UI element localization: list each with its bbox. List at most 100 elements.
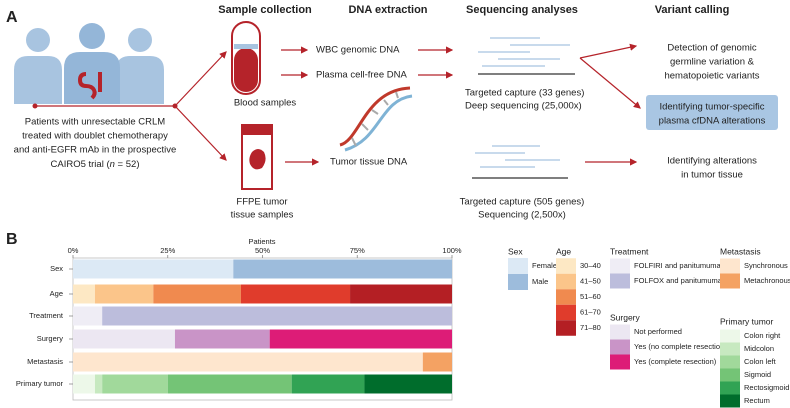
- legend-swatch: [720, 368, 740, 382]
- legend-swatch: [720, 342, 740, 356]
- bar-segment: [73, 259, 234, 279]
- bar-segment: [240, 284, 351, 304]
- dot: [32, 103, 38, 109]
- legend-title: Sex: [508, 246, 523, 256]
- label: WBC genomic DNA: [316, 45, 400, 56]
- x-tick-label: 0%: [68, 246, 79, 255]
- bar-segment: [167, 374, 292, 394]
- x-tick-label: 25%: [160, 246, 175, 255]
- legend-swatch: [720, 258, 740, 274]
- legend-label: Colon right: [744, 331, 781, 340]
- legend-swatch: [720, 273, 740, 289]
- label: Sequencing (2,500x): [478, 210, 566, 221]
- patients-text: treated with doublet chemotherapy: [22, 131, 168, 142]
- bar-segment: [174, 329, 270, 349]
- patients-text: Patients with unresectable CRLM: [25, 117, 166, 128]
- legend-swatch: [720, 329, 740, 343]
- row-label: Age: [50, 289, 63, 298]
- label: tissue samples: [231, 210, 294, 221]
- legend-label: Midcolon: [744, 344, 774, 353]
- bar-segment: [73, 352, 423, 372]
- legend-label: 41–50: [580, 276, 601, 285]
- legend-title: Treatment: [610, 246, 649, 256]
- x-tick-label: 75%: [350, 246, 365, 255]
- x-tick-label: 50%: [255, 246, 270, 255]
- bar-segment: [102, 306, 453, 326]
- legend-label: Male: [532, 277, 548, 286]
- legend-swatch: [508, 274, 528, 290]
- text-part: = 52): [115, 159, 140, 170]
- legend-swatch: [508, 258, 528, 274]
- patients-icon: [14, 23, 164, 104]
- legend-title: Metastasis: [720, 246, 761, 256]
- bar-segment: [422, 352, 452, 372]
- header: Sequencing analyses: [466, 4, 578, 16]
- legend-label: FOLFOX and panitumumab: [634, 276, 726, 285]
- legend-swatch: [610, 258, 630, 274]
- label: Identifying alterations: [667, 156, 757, 167]
- bar-segment: [350, 284, 452, 304]
- legend-swatch: [610, 339, 630, 355]
- highlight-box: [646, 95, 778, 130]
- legend-label: 71–80: [580, 323, 601, 332]
- legend-swatch: [610, 324, 630, 340]
- text-part: n: [110, 159, 115, 170]
- arrow: [174, 105, 227, 161]
- x-tick-label: 100%: [442, 246, 462, 255]
- arrow: [174, 51, 227, 107]
- header: Variant calling: [655, 4, 730, 16]
- legend-label: Female: [532, 261, 557, 270]
- row-label: Treatment: [29, 311, 64, 320]
- legend-swatch: [556, 258, 576, 274]
- legend-label: Synchronous: [744, 261, 788, 270]
- legend-label: 30–40: [580, 261, 601, 270]
- legend-label: Rectosigmoid: [744, 383, 789, 392]
- label: hematopoietic variants: [664, 71, 759, 82]
- bar-segment: [73, 284, 95, 304]
- arrow: [579, 57, 641, 109]
- legend-label: Yes (no complete resection): [634, 342, 727, 351]
- row-label: Primary tumor: [16, 379, 64, 388]
- label: Targeted capture (33 genes): [465, 88, 584, 99]
- legend-title: Surgery: [610, 312, 641, 322]
- text-part: CAIRO5 trial (: [51, 159, 111, 170]
- axis-title: Patients: [248, 237, 275, 246]
- panel-a: A Sample collection DNA extraction Seque…: [6, 4, 778, 221]
- legend-label: Yes (complete resection): [634, 357, 717, 366]
- bar-segment: [291, 374, 365, 394]
- legend-swatch: [610, 354, 630, 370]
- legend-swatch: [556, 304, 576, 321]
- legend-swatch: [556, 289, 576, 305]
- legend-swatch: [610, 273, 630, 289]
- label: plasma cfDNA alterations: [659, 116, 766, 127]
- legend-swatch: [720, 381, 740, 395]
- legend-label: 61–70: [580, 307, 601, 316]
- label: Identifying tumor-specific: [659, 102, 764, 113]
- ffpe-icon: [241, 124, 273, 190]
- legend-swatch: [720, 394, 740, 408]
- legend-label: Metachronous: [744, 276, 790, 285]
- row-label: Metastasis: [27, 357, 63, 366]
- bar-segment: [73, 306, 103, 326]
- header: Sample collection: [218, 4, 312, 16]
- panel-label: B: [6, 231, 18, 248]
- legend-label: FOLFIRI and panitumumab: [634, 261, 725, 270]
- legend-label: Not performed: [634, 327, 682, 336]
- bar-segment: [153, 284, 241, 304]
- row-label: Surgery: [37, 334, 64, 343]
- label: Tumor tissue DNA: [330, 157, 408, 168]
- legend-label: Sigmoid: [744, 370, 771, 379]
- legend-label: Rectum: [744, 396, 770, 405]
- label: Detection of genomic: [667, 43, 756, 54]
- legend-swatch: [556, 273, 576, 290]
- bar-segment: [73, 374, 95, 394]
- bar-segment: [233, 259, 452, 279]
- dna-icon: [339, 86, 413, 152]
- header: DNA extraction: [348, 4, 427, 16]
- legend-title: Age: [556, 246, 571, 256]
- label: Targeted capture (505 genes): [460, 197, 585, 208]
- arrow: [579, 43, 638, 59]
- bar-segment: [94, 374, 103, 394]
- legend-label: Colon left: [744, 357, 777, 366]
